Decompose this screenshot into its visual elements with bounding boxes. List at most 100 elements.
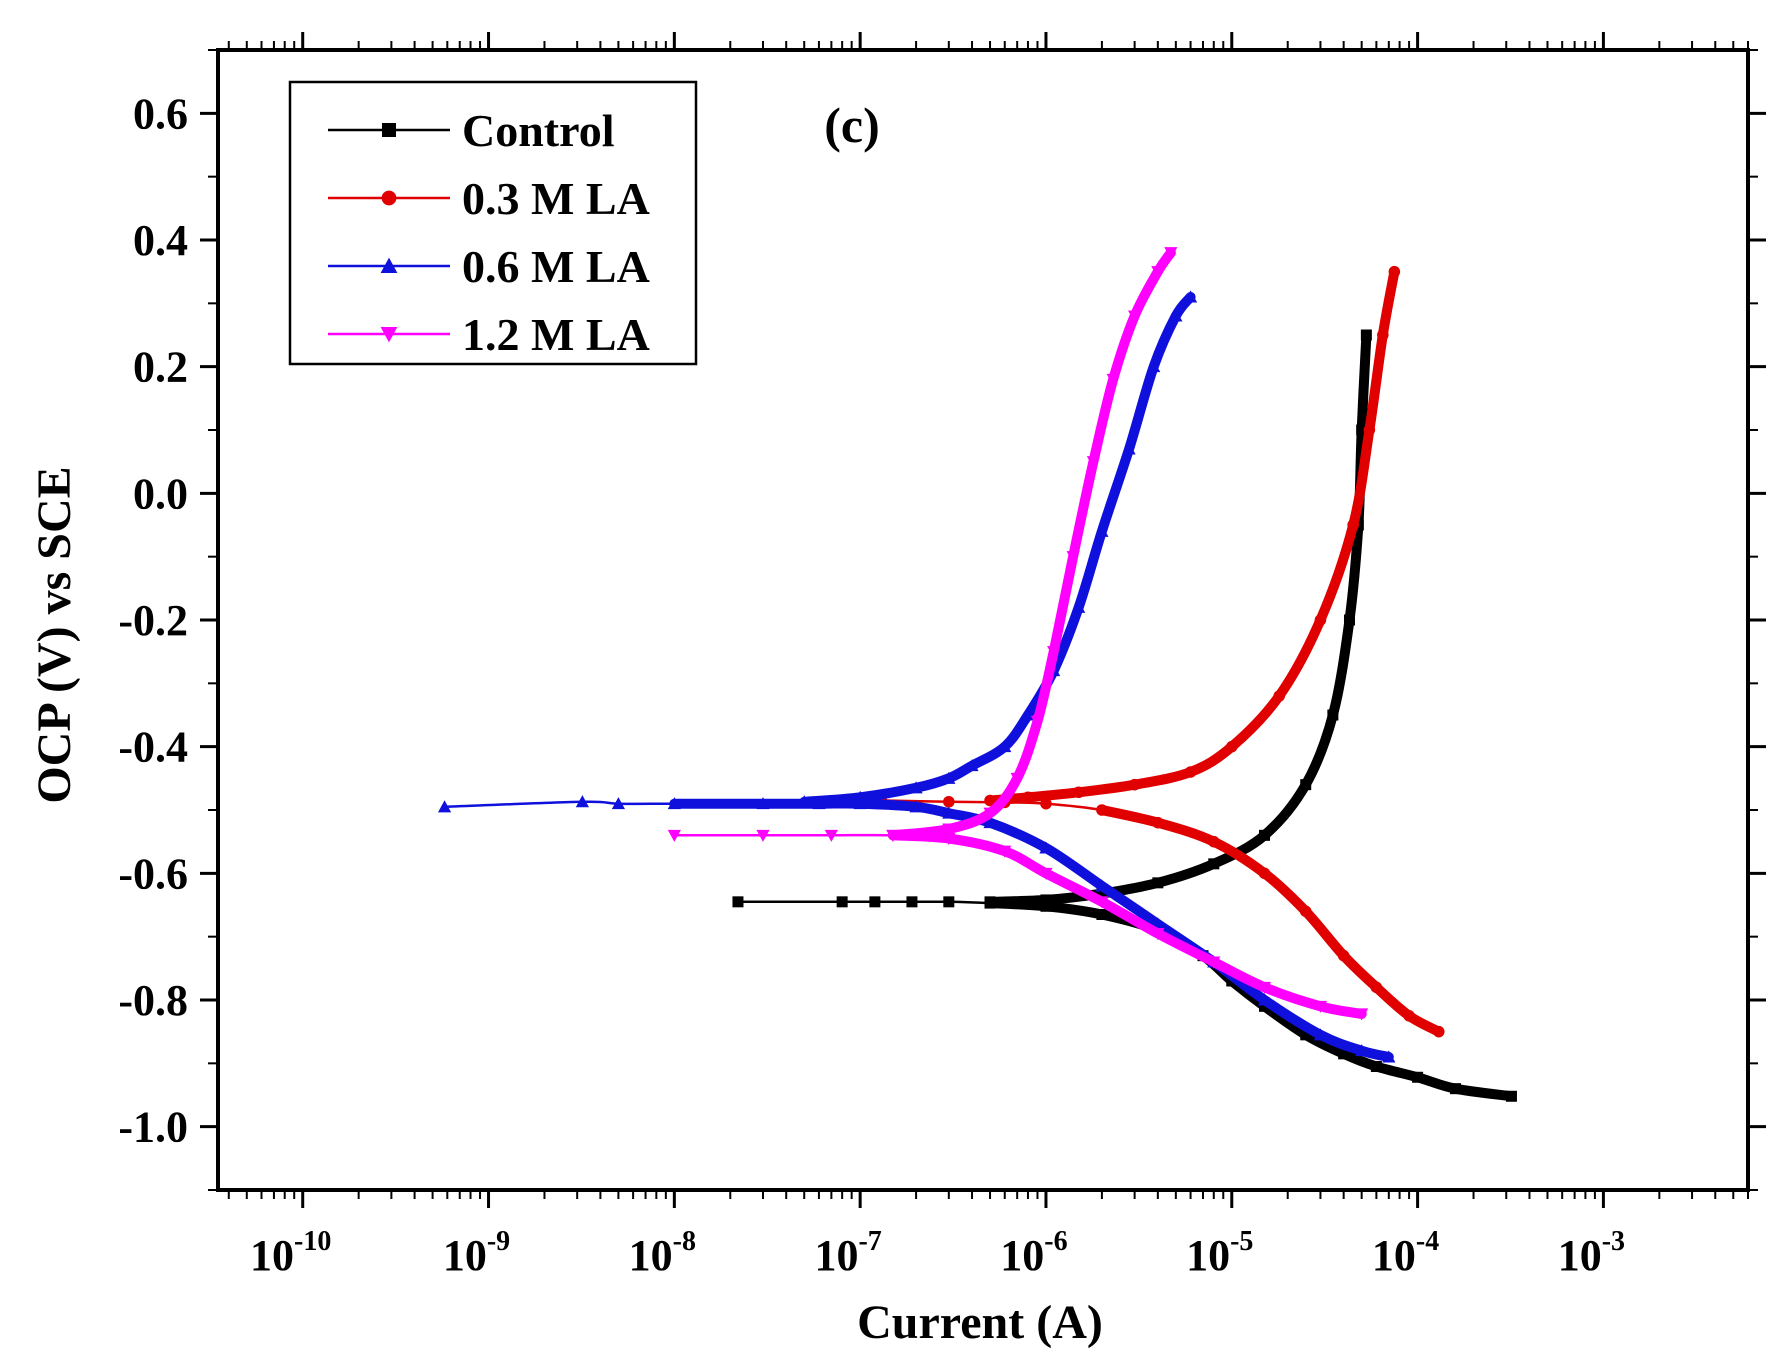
series-3-anodic-point-6 [1066,551,1080,564]
series-0-anodic-point-6 [1300,779,1312,791]
y-tick-label-7: -0.8 [118,976,188,1025]
series-3-anodic-point-3 [1010,772,1024,785]
series-3-anodic-point-2 [983,807,997,820]
series-3-anodic-point-8 [1106,373,1120,386]
series-3-cathodic-point-7 [1095,896,1109,909]
series-2-cathodic-point-6 [853,797,867,810]
x-tick-label-1: 10-9 [443,1226,510,1280]
series-1-cathodic-point-6 [1208,835,1220,848]
series-0-anodic-point-3 [1152,877,1164,889]
series-1-anodic-point-5 [1226,740,1238,753]
x-tick-label-4: 10-6 [1000,1226,1067,1280]
series-2-cathodic-point-10 [1039,841,1053,854]
x-axis-title: Current (A) [857,1296,1103,1349]
series-0-anodic-point-4 [1208,858,1220,870]
legend-marker-1 [381,190,397,206]
series-0-anodic-point-2 [1096,888,1108,900]
series-3-cathodic-point-8 [1151,928,1165,941]
series-3-anodic-point-11 [1164,247,1178,260]
series-3-cathodic-point-1 [756,829,770,842]
series-3-cathodic-point-9 [1207,956,1221,969]
series-0-cathodic-point-3 [906,896,918,908]
series-2-anodic-point-2 [909,781,923,794]
legend-label-1: 0.3 M LA [462,173,650,224]
x-tick-label-7: 10-3 [1558,1226,1625,1280]
series-1 [875,265,1445,1038]
series-3-cathodic-point-12 [1355,1008,1369,1021]
series-2-anodic-point-3 [942,771,956,784]
series-3-cathodic-point-10 [1257,981,1272,994]
series-3-cathodic-point-2 [824,829,838,842]
series-2-cathodic-point-1 [575,795,589,808]
series-1-anodic-point-8 [1347,519,1359,531]
series-1-anodic-point-7 [1314,614,1327,626]
series-2-anodic-point-9 [1095,524,1109,537]
legend-entry-0: Control [328,105,615,156]
x-tick-base: 10 [1186,1231,1230,1280]
series-1-anodic-point-10 [1377,329,1389,341]
series-2-anodic-point-11 [1147,360,1161,373]
series-0-cathodic-point-16 [1450,1083,1462,1095]
legend-marker-2 [380,257,398,273]
x-tick-base: 10 [1558,1231,1602,1280]
series-3-anodic-point-10 [1151,266,1165,279]
legend-entries: Control 0.3 M LA 0.6 M LA 1.2 M LA [328,105,650,360]
series-1-cathodic-point-12 [1432,1025,1445,1038]
series-1-anodic-point-9 [1363,424,1376,436]
y-tick-label-6: -0.6 [118,849,188,898]
legend-entry-3: 1.2 M LA [328,309,650,360]
series-3-anodic-point-0 [886,829,900,842]
panel-label: (c) [824,97,880,153]
series-0-anodic-point-11 [1360,329,1372,341]
series-0-anodic-point-1 [1040,894,1052,906]
series-0-cathodic-point-4 [943,896,955,908]
legend-label-3: 1.2 M LA [462,309,650,360]
x-tick-base: 10 [1000,1231,1044,1280]
series-3-cathodic-point-11 [1313,1000,1328,1013]
x-tick-exponent: -6 [1044,1226,1067,1257]
series-2-anodic-point-4 [965,759,979,772]
series-3-anodic-point-7 [1086,456,1101,469]
legend-label-0: Control [462,105,615,156]
series-0-cathodic-point-17 [1505,1090,1517,1102]
series-3-anodic-point-5 [1047,646,1061,659]
series-3 [667,247,1369,1021]
series-1-cathodic-point-7 [1258,867,1271,880]
x-tick-base: 10 [629,1231,673,1280]
series-2-cathodic-point-9 [983,816,997,829]
series-0-cathodic-point-7 [1096,909,1108,920]
y-tick-label-5: -0.4 [118,723,188,772]
series-2-anodic-point-5 [998,740,1012,753]
y-axis-title: OCP (V) vs SCE [28,466,81,803]
legend-entry-2: 0.6 M LA [328,241,650,292]
x-tick-base: 10 [1372,1231,1416,1280]
series-1-cathodic-point-4 [1096,804,1108,816]
series-2-cathodic-point-14 [1257,993,1272,1006]
series-2-cathodic-point-7 [909,800,923,813]
x-tick-base: 10 [250,1231,294,1280]
series-0-anodic-point-8 [1343,614,1355,626]
series-1-cathodic-point-1 [943,795,955,808]
x-tick-exponent: -9 [487,1226,510,1257]
series-1-anodic-point-6 [1273,690,1285,702]
series-2-cathodic-point-8 [942,806,956,819]
legend-entry-1: 0.3 M LA [328,173,650,224]
series-0-cathodic-point-6 [1040,900,1052,912]
series-2-cathodic-point-3 [667,797,681,810]
series-0-cathodic-point-1 [836,896,848,908]
series-0-cathodic-point-14 [1370,1061,1382,1072]
series-2-anodic-point-10 [1122,442,1136,455]
x-tick-base: 10 [814,1231,858,1280]
series-2-cathodic-point-4 [756,797,770,810]
x-tick-label-2: 10-8 [629,1226,696,1280]
series-2-anodic-point-6 [1021,708,1035,721]
series-1-anodic-point-11 [1388,265,1401,278]
x-tick-label-3: 10-7 [814,1226,881,1280]
series-1-cathodic-point-10 [1370,981,1383,994]
y-tick-label-8: -1.0 [118,1103,188,1152]
x-tick-label-5: 10-5 [1186,1226,1253,1280]
series-0-cathodic-point-2 [869,896,881,908]
series-0-anodic-point-7 [1327,709,1339,721]
series-0-cathodic-point-12 [1300,1029,1312,1041]
series-3-cathodic-point-4 [942,833,956,846]
